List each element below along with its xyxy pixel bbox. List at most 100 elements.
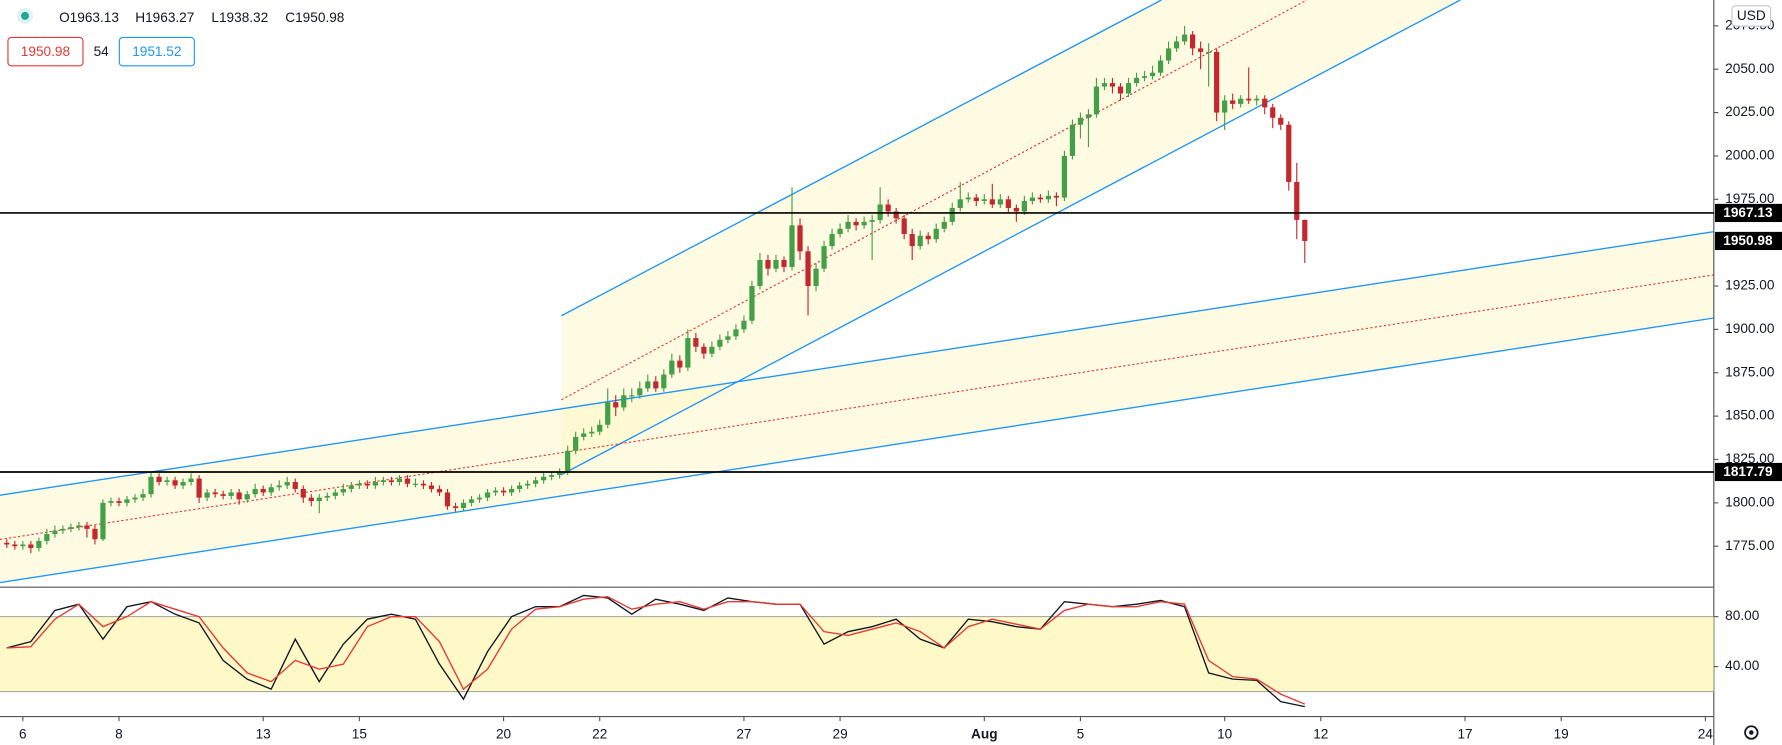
buy-button[interactable] [118, 36, 195, 67]
candle-body [1093, 86, 1100, 115]
candle-body [428, 485, 435, 489]
candle-body [1206, 51, 1212, 53]
candle-body [92, 528, 98, 540]
candle-body [164, 480, 170, 483]
price-label-box [1714, 462, 1782, 482]
x-tick-label: 19 [1554, 726, 1569, 741]
candle-body [1085, 114, 1092, 118]
candle-body [396, 478, 403, 483]
y-tick-label: 2025.00 [1725, 104, 1775, 119]
candle-body [44, 534, 50, 542]
candle-body [492, 490, 499, 493]
candle-body [196, 478, 202, 498]
y-tick-label: 1800.00 [1725, 494, 1775, 509]
channel-line [561, 0, 1461, 476]
candle-body [316, 497, 322, 502]
candle-body [188, 478, 194, 483]
candle-body [725, 336, 731, 340]
candle-body [1302, 219, 1308, 241]
candle-body [252, 488, 258, 495]
candle-body [332, 492, 338, 496]
candle-body [1173, 41, 1180, 49]
gear [1744, 725, 1759, 740]
candle-body [565, 450, 571, 472]
candle-body [765, 260, 771, 269]
candle-body [476, 497, 483, 500]
candle-body [524, 483, 531, 486]
candle-body [52, 530, 58, 535]
candle-body [452, 506, 459, 509]
sell-price: 1950.98 [21, 44, 70, 59]
candle-body [404, 478, 411, 484]
y-tick-label: 80.00 [1725, 608, 1760, 623]
candle-body [1069, 124, 1076, 156]
candle-body [1005, 199, 1011, 208]
spread: 54 [94, 44, 110, 59]
candle-body [12, 544, 18, 547]
candle-body [1294, 181, 1300, 220]
candle-body [669, 360, 675, 375]
candle-body [1077, 117, 1084, 125]
channel-line [0, 231, 1714, 496]
candle-body [549, 475, 555, 477]
candle-body [356, 483, 362, 486]
candle-body [893, 211, 899, 219]
candle-body [1037, 197, 1043, 200]
candle-body [108, 501, 114, 503]
candle-body [605, 402, 611, 425]
price-label: 1817.79 [1723, 464, 1773, 479]
candle-body [1222, 100, 1228, 113]
candle-body [949, 207, 955, 222]
candle-body [837, 228, 843, 234]
candle-body [220, 494, 226, 496]
candle-body [1238, 98, 1244, 104]
candle-body [613, 402, 619, 408]
currency-box [1731, 5, 1772, 27]
candle-body [741, 320, 747, 330]
candle-body [781, 260, 787, 267]
candle-body [717, 339, 723, 347]
candle-body [228, 492, 234, 496]
candle-body [292, 482, 298, 489]
candle-body [1149, 72, 1156, 77]
candle-body [124, 499, 130, 503]
sell-button[interactable] [7, 36, 84, 67]
candle-body [60, 528, 66, 531]
candle-body [1133, 77, 1140, 84]
candle-body [533, 480, 539, 484]
x-tick-label: 12 [1313, 726, 1328, 741]
x-tick-label: 27 [736, 726, 751, 741]
candle-body [1262, 98, 1268, 108]
candle-body [1029, 197, 1035, 202]
candle-body [1125, 83, 1132, 94]
settings-icon[interactable] [1744, 725, 1759, 740]
x-tick-label: 6 [19, 726, 27, 741]
x-tick-label: 17 [1457, 726, 1472, 741]
candle-body [204, 492, 210, 498]
candle-body [1165, 48, 1172, 61]
ohlc-low: L1938.32 [211, 10, 268, 25]
candle-body [749, 286, 755, 321]
candle-body [861, 221, 867, 226]
status-icon [21, 11, 29, 20]
candle-body [1157, 60, 1164, 73]
candle-body [412, 483, 419, 485]
candle-body [460, 502, 467, 509]
candle-body [845, 221, 851, 229]
band [0, 616, 1714, 692]
price-label: 1950.98 [1723, 233, 1773, 248]
candle-body [324, 495, 330, 498]
y-tick-label: 1825.00 [1725, 451, 1775, 466]
candle-body [276, 485, 282, 488]
candle-body [1278, 117, 1284, 125]
candle-body [1101, 83, 1108, 87]
candle-body [468, 499, 475, 503]
candle-body [621, 395, 627, 408]
x-tick-label: 29 [832, 726, 847, 741]
candle-body [308, 497, 314, 502]
candle-body [340, 488, 346, 493]
candle-body [637, 388, 643, 396]
stochastic-line [6, 595, 1306, 705]
candle-body [629, 395, 635, 397]
